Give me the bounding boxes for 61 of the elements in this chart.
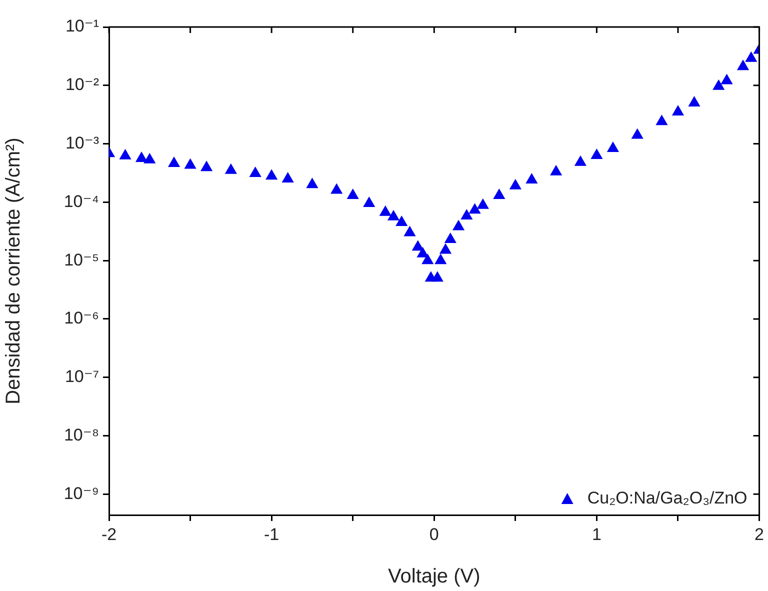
y-tick-label: 10⁻⁹ — [64, 484, 99, 503]
y-tick-label: 10⁻¹ — [65, 16, 100, 36]
point — [306, 178, 318, 188]
point — [432, 272, 444, 282]
point — [574, 156, 586, 166]
y-tick-label: 10⁻⁵ — [64, 250, 99, 270]
point — [434, 254, 446, 264]
point — [510, 179, 522, 190]
point — [225, 164, 237, 174]
point — [363, 196, 375, 207]
point — [144, 153, 156, 164]
point — [120, 149, 131, 160]
point — [632, 128, 644, 139]
point — [412, 240, 424, 251]
x-tick-label: -1 — [264, 524, 280, 544]
point — [745, 52, 757, 62]
point — [493, 189, 505, 200]
point — [721, 74, 732, 84]
y-axis-title: Densidad de corriente (A/cm²) — [2, 138, 25, 404]
point — [452, 220, 464, 230]
point — [330, 184, 342, 194]
point — [417, 247, 428, 258]
point — [422, 254, 434, 264]
point — [656, 115, 668, 126]
point — [591, 149, 602, 160]
y-tick-label: 10⁻⁷ — [64, 367, 99, 386]
y-tick-label: 10⁻⁶ — [64, 308, 99, 328]
x-axis-title: Voltaje (V) — [388, 566, 480, 588]
point — [380, 206, 392, 216]
point — [550, 165, 562, 176]
x-tick-label: -2 — [101, 524, 117, 544]
x-tick-label: 1 — [592, 524, 602, 544]
point — [282, 172, 294, 182]
point — [440, 244, 452, 254]
point — [672, 106, 684, 116]
point — [136, 152, 148, 162]
y-tick-label: 10⁻³ — [65, 133, 100, 152]
y-tick-label: 10⁻⁸ — [64, 425, 99, 444]
point — [168, 156, 180, 167]
point — [404, 226, 416, 236]
point — [460, 210, 472, 220]
point — [266, 170, 278, 180]
point — [444, 232, 456, 243]
point — [200, 161, 212, 172]
point — [737, 60, 749, 70]
point — [388, 210, 400, 220]
legend-label: Cu₂O:Na/Ga₂O₃/ZnO — [587, 488, 748, 508]
point — [469, 204, 480, 214]
point — [688, 96, 700, 106]
point — [607, 142, 619, 152]
y-tick-label: 10⁻⁴ — [64, 192, 99, 211]
x-tick-label: 0 — [429, 524, 439, 544]
point — [347, 189, 359, 200]
point — [712, 80, 724, 90]
point — [250, 167, 262, 177]
y-tick-label: 10⁻² — [65, 75, 100, 94]
point — [477, 198, 489, 209]
x-tick-label: 2 — [754, 524, 764, 544]
point — [396, 216, 408, 226]
point — [184, 158, 196, 169]
point — [526, 173, 538, 184]
